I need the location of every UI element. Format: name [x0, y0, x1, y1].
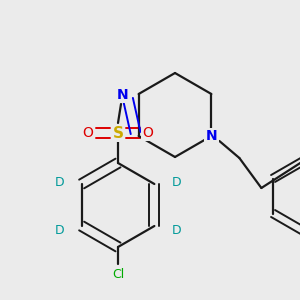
Text: D: D [55, 224, 64, 236]
Text: D: D [172, 176, 181, 188]
Text: O: O [82, 126, 93, 140]
Text: Cl: Cl [112, 268, 124, 281]
Text: N: N [206, 129, 217, 143]
Text: D: D [172, 224, 181, 236]
Text: N: N [117, 88, 129, 102]
Text: S: S [112, 125, 124, 140]
Text: O: O [142, 126, 153, 140]
Text: D: D [55, 176, 64, 188]
